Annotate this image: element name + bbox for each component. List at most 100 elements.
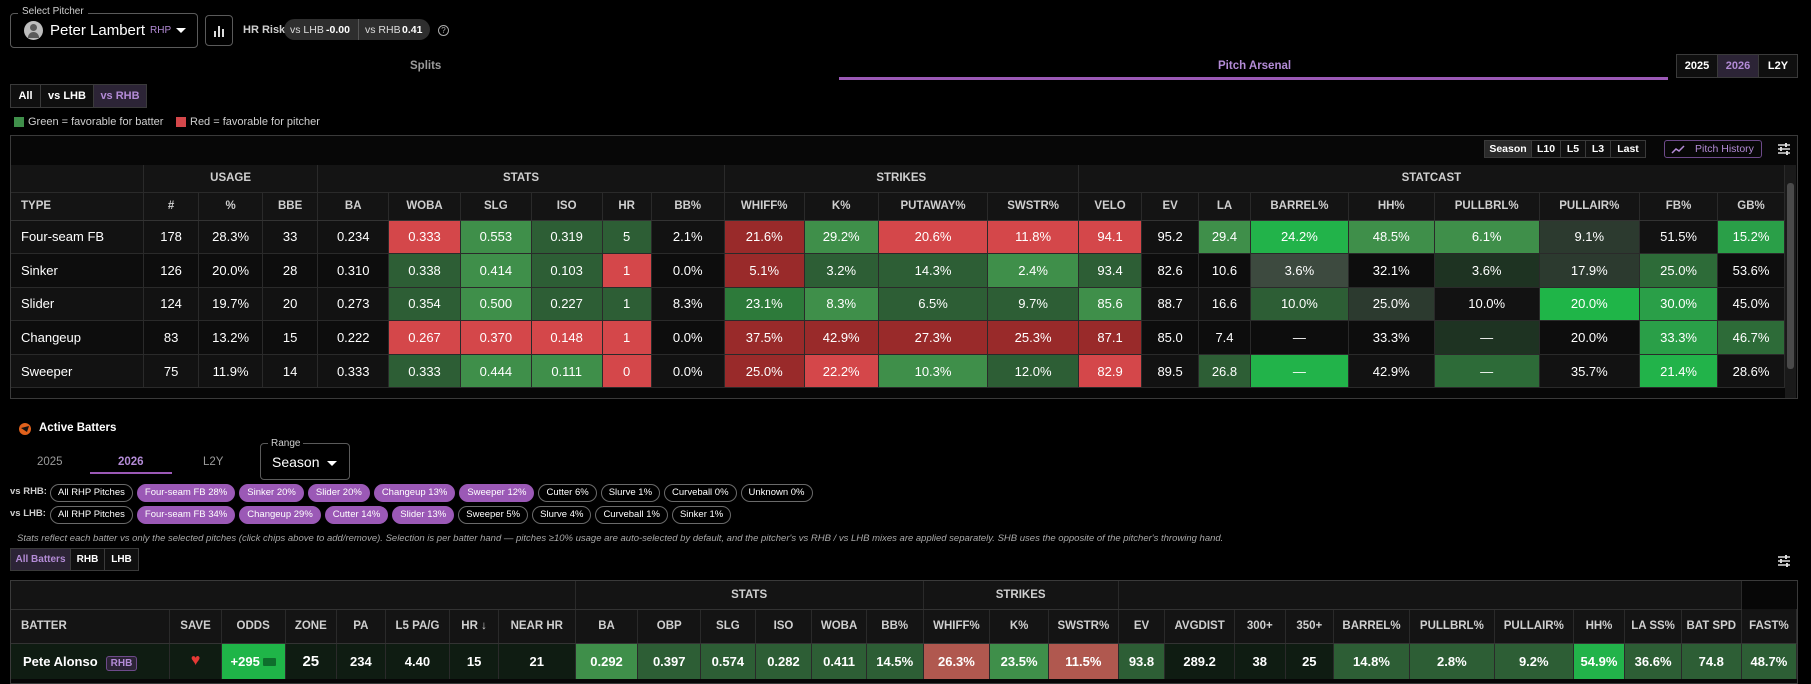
pitch-chip[interactable]: Four-seam FB 34%: [136, 506, 236, 524]
pitch-chip[interactable]: Slurve 1%: [600, 484, 661, 502]
batters-column-header[interactable]: EV: [1118, 609, 1166, 644]
period-l3[interactable]: L3: [1585, 140, 1611, 158]
batters-column-header[interactable]: PA: [336, 609, 386, 644]
batters-column-header[interactable]: BATTER: [11, 609, 171, 644]
arsenal-column-header[interactable]: PUTAWAY%: [878, 192, 989, 221]
arsenal-column-header[interactable]: SWSTR%: [987, 192, 1079, 221]
arsenal-column-header[interactable]: PULLAIR%: [1539, 192, 1641, 221]
pitch-chip[interactable]: Slurve 4%: [532, 506, 592, 524]
pitch-chip[interactable]: Four-seam FB 28%: [136, 484, 236, 502]
batters-column-header[interactable]: SQUP: [1796, 609, 1797, 644]
pitch-chip[interactable]: Curveball 1%: [595, 506, 668, 524]
pitch-chip[interactable]: Slider 20%: [307, 484, 370, 502]
scrollbar[interactable]: [1785, 165, 1796, 398]
table-row[interactable]: Changeup 83 13.2% 15 0.222 0.267 0.370 0.148 1 0.…: [11, 320, 1785, 355]
range-select[interactable]: [260, 443, 350, 480]
settings-sliders-icon[interactable]: [1776, 141, 1792, 157]
split-vs-rhb[interactable]: vs RHB: [93, 84, 147, 108]
batters-column-header[interactable]: OBP: [637, 609, 702, 644]
year-l2y[interactable]: L2Y: [1758, 54, 1798, 78]
table-row[interactable]: Slider 124 19.7% 20 0.273 0.354 0.500 0.227 1 8.3…: [11, 287, 1785, 322]
batters-column-header[interactable]: SLG: [700, 609, 756, 644]
arsenal-column-header[interactable]: BBE: [262, 192, 319, 221]
batters-column-header[interactable]: K%: [989, 609, 1049, 644]
batters-tab-l2y[interactable]: L2Y: [203, 456, 224, 468]
arsenal-column-header[interactable]: VELO: [1078, 192, 1143, 221]
pitch-chip[interactable]: Curveball 0%: [664, 484, 737, 502]
arsenal-column-header[interactable]: #: [143, 192, 200, 221]
arsenal-column-header[interactable]: EV: [1141, 192, 1199, 221]
batters-column-header[interactable]: LA SS%: [1624, 609, 1682, 644]
batters-column-header[interactable]: AVGDIST: [1164, 609, 1235, 644]
table-row[interactable]: Pete Alonso RHB ♥ +295 25 234 4.40 15 21 0.292 0.3…: [11, 643, 1797, 679]
pitch-history-button[interactable]: Pitch History: [1664, 140, 1762, 158]
chevron-down-icon[interactable]: [176, 28, 186, 33]
arsenal-column-header[interactable]: ISO: [531, 192, 603, 221]
tab-splits[interactable]: Splits: [410, 60, 442, 72]
arsenal-column-header[interactable]: K%: [804, 192, 879, 221]
batters-column-header[interactable]: ZONE: [285, 609, 338, 644]
batters-column-header[interactable]: SWSTR%: [1048, 609, 1119, 644]
table-row[interactable]: Sweeper 75 11.9% 14 0.333 0.333 0.444 0.111 0 0.0…: [11, 354, 1785, 389]
help-icon[interactable]: ?: [438, 25, 449, 36]
pitch-chip[interactable]: Sinker 1%: [671, 506, 732, 524]
batters-tab-2026[interactable]: 2026: [118, 456, 144, 468]
batters-column-header[interactable]: 350+: [1285, 609, 1335, 644]
split-vs-lhb[interactable]: vs LHB: [40, 84, 94, 108]
period-last[interactable]: Last: [1610, 140, 1646, 158]
batters-column-header[interactable]: PULLAIR%: [1494, 609, 1574, 644]
batters-column-header[interactable]: SAVE: [169, 609, 222, 644]
table-row[interactable]: Sinker 126 20.0% 28 0.310 0.338 0.414 0.103 1 0.0…: [11, 253, 1785, 288]
arsenal-column-header[interactable]: BARREL%: [1250, 192, 1349, 221]
filter-rhb[interactable]: RHB: [70, 548, 105, 571]
scrollbar-thumb[interactable]: [1787, 183, 1794, 369]
batters-column-header[interactable]: NEAR HR: [498, 609, 576, 644]
arsenal-column-header[interactable]: TYPE: [11, 192, 144, 221]
batters-column-header[interactable]: L5 PA/G: [385, 609, 451, 644]
batters-column-header[interactable]: 300+: [1234, 609, 1286, 644]
arsenal-column-header[interactable]: %: [198, 192, 263, 221]
batters-column-header[interactable]: WHIFF%: [923, 609, 991, 644]
odds-cell[interactable]: +295: [221, 643, 286, 679]
pitch-chip[interactable]: Sweeper 5%: [458, 506, 529, 524]
pitch-chip[interactable]: Changeup 29%: [239, 506, 321, 524]
arsenal-column-header[interactable]: WHIFF%: [724, 192, 805, 221]
pitch-chip[interactable]: Slider 13%: [392, 506, 455, 524]
settings-sliders-icon[interactable]: [1776, 553, 1792, 569]
filter-all-batters[interactable]: All Batters: [10, 548, 71, 571]
pitch-chip[interactable]: All RHP Pitches: [50, 484, 133, 502]
arsenal-column-header[interactable]: WOBA: [388, 192, 461, 221]
batters-column-header[interactable]: ODDS: [221, 609, 286, 644]
tab-pitch-arsenal[interactable]: Pitch Arsenal: [1218, 60, 1292, 72]
chevron-down-icon[interactable]: [327, 461, 337, 466]
batters-column-header[interactable]: BA: [575, 609, 639, 644]
chart-button[interactable]: [205, 15, 233, 46]
pitcher-select[interactable]: [10, 13, 198, 48]
table-row[interactable]: Four-seam FB 178 28.3% 33 0.234 0.333 0.553 0.3…: [11, 220, 1785, 255]
save-cell[interactable]: ♥: [169, 643, 222, 679]
period-l10[interactable]: L10: [1531, 140, 1561, 158]
arsenal-column-header[interactable]: HR: [602, 192, 652, 221]
batter-name[interactable]: Pete Alonso: [23, 653, 98, 669]
arsenal-column-header[interactable]: PULLBRL%: [1434, 192, 1540, 221]
batters-column-header[interactable]: FAST%: [1741, 609, 1797, 644]
pitch-chip[interactable]: Unknown 0%: [740, 484, 813, 502]
batters-column-header[interactable]: BARREL%: [1333, 609, 1410, 644]
year-2025[interactable]: 2025: [1676, 54, 1718, 78]
arsenal-column-header[interactable]: SLG: [460, 192, 532, 221]
pitch-chip[interactable]: Cutter 14%: [324, 506, 389, 524]
arsenal-column-header[interactable]: GB%: [1717, 192, 1785, 221]
batters-column-header[interactable]: WOBA: [811, 609, 867, 644]
split-all[interactable]: All: [10, 84, 41, 108]
filter-lhb[interactable]: LHB: [104, 548, 139, 571]
period-l5[interactable]: L5: [1560, 140, 1586, 158]
arsenal-column-header[interactable]: LA: [1198, 192, 1252, 221]
arsenal-column-header[interactable]: BA: [317, 192, 390, 221]
arsenal-column-header[interactable]: BB%: [651, 192, 725, 221]
arsenal-column-header[interactable]: FB%: [1639, 192, 1719, 221]
arsenal-column-header[interactable]: HH%: [1348, 192, 1435, 221]
batters-column-header[interactable]: BAT SPD: [1681, 609, 1742, 644]
batters-column-header[interactable]: ISO: [755, 609, 813, 644]
pitch-chip[interactable]: Cutter 6%: [538, 484, 597, 502]
year-2026[interactable]: 2026: [1717, 54, 1759, 78]
